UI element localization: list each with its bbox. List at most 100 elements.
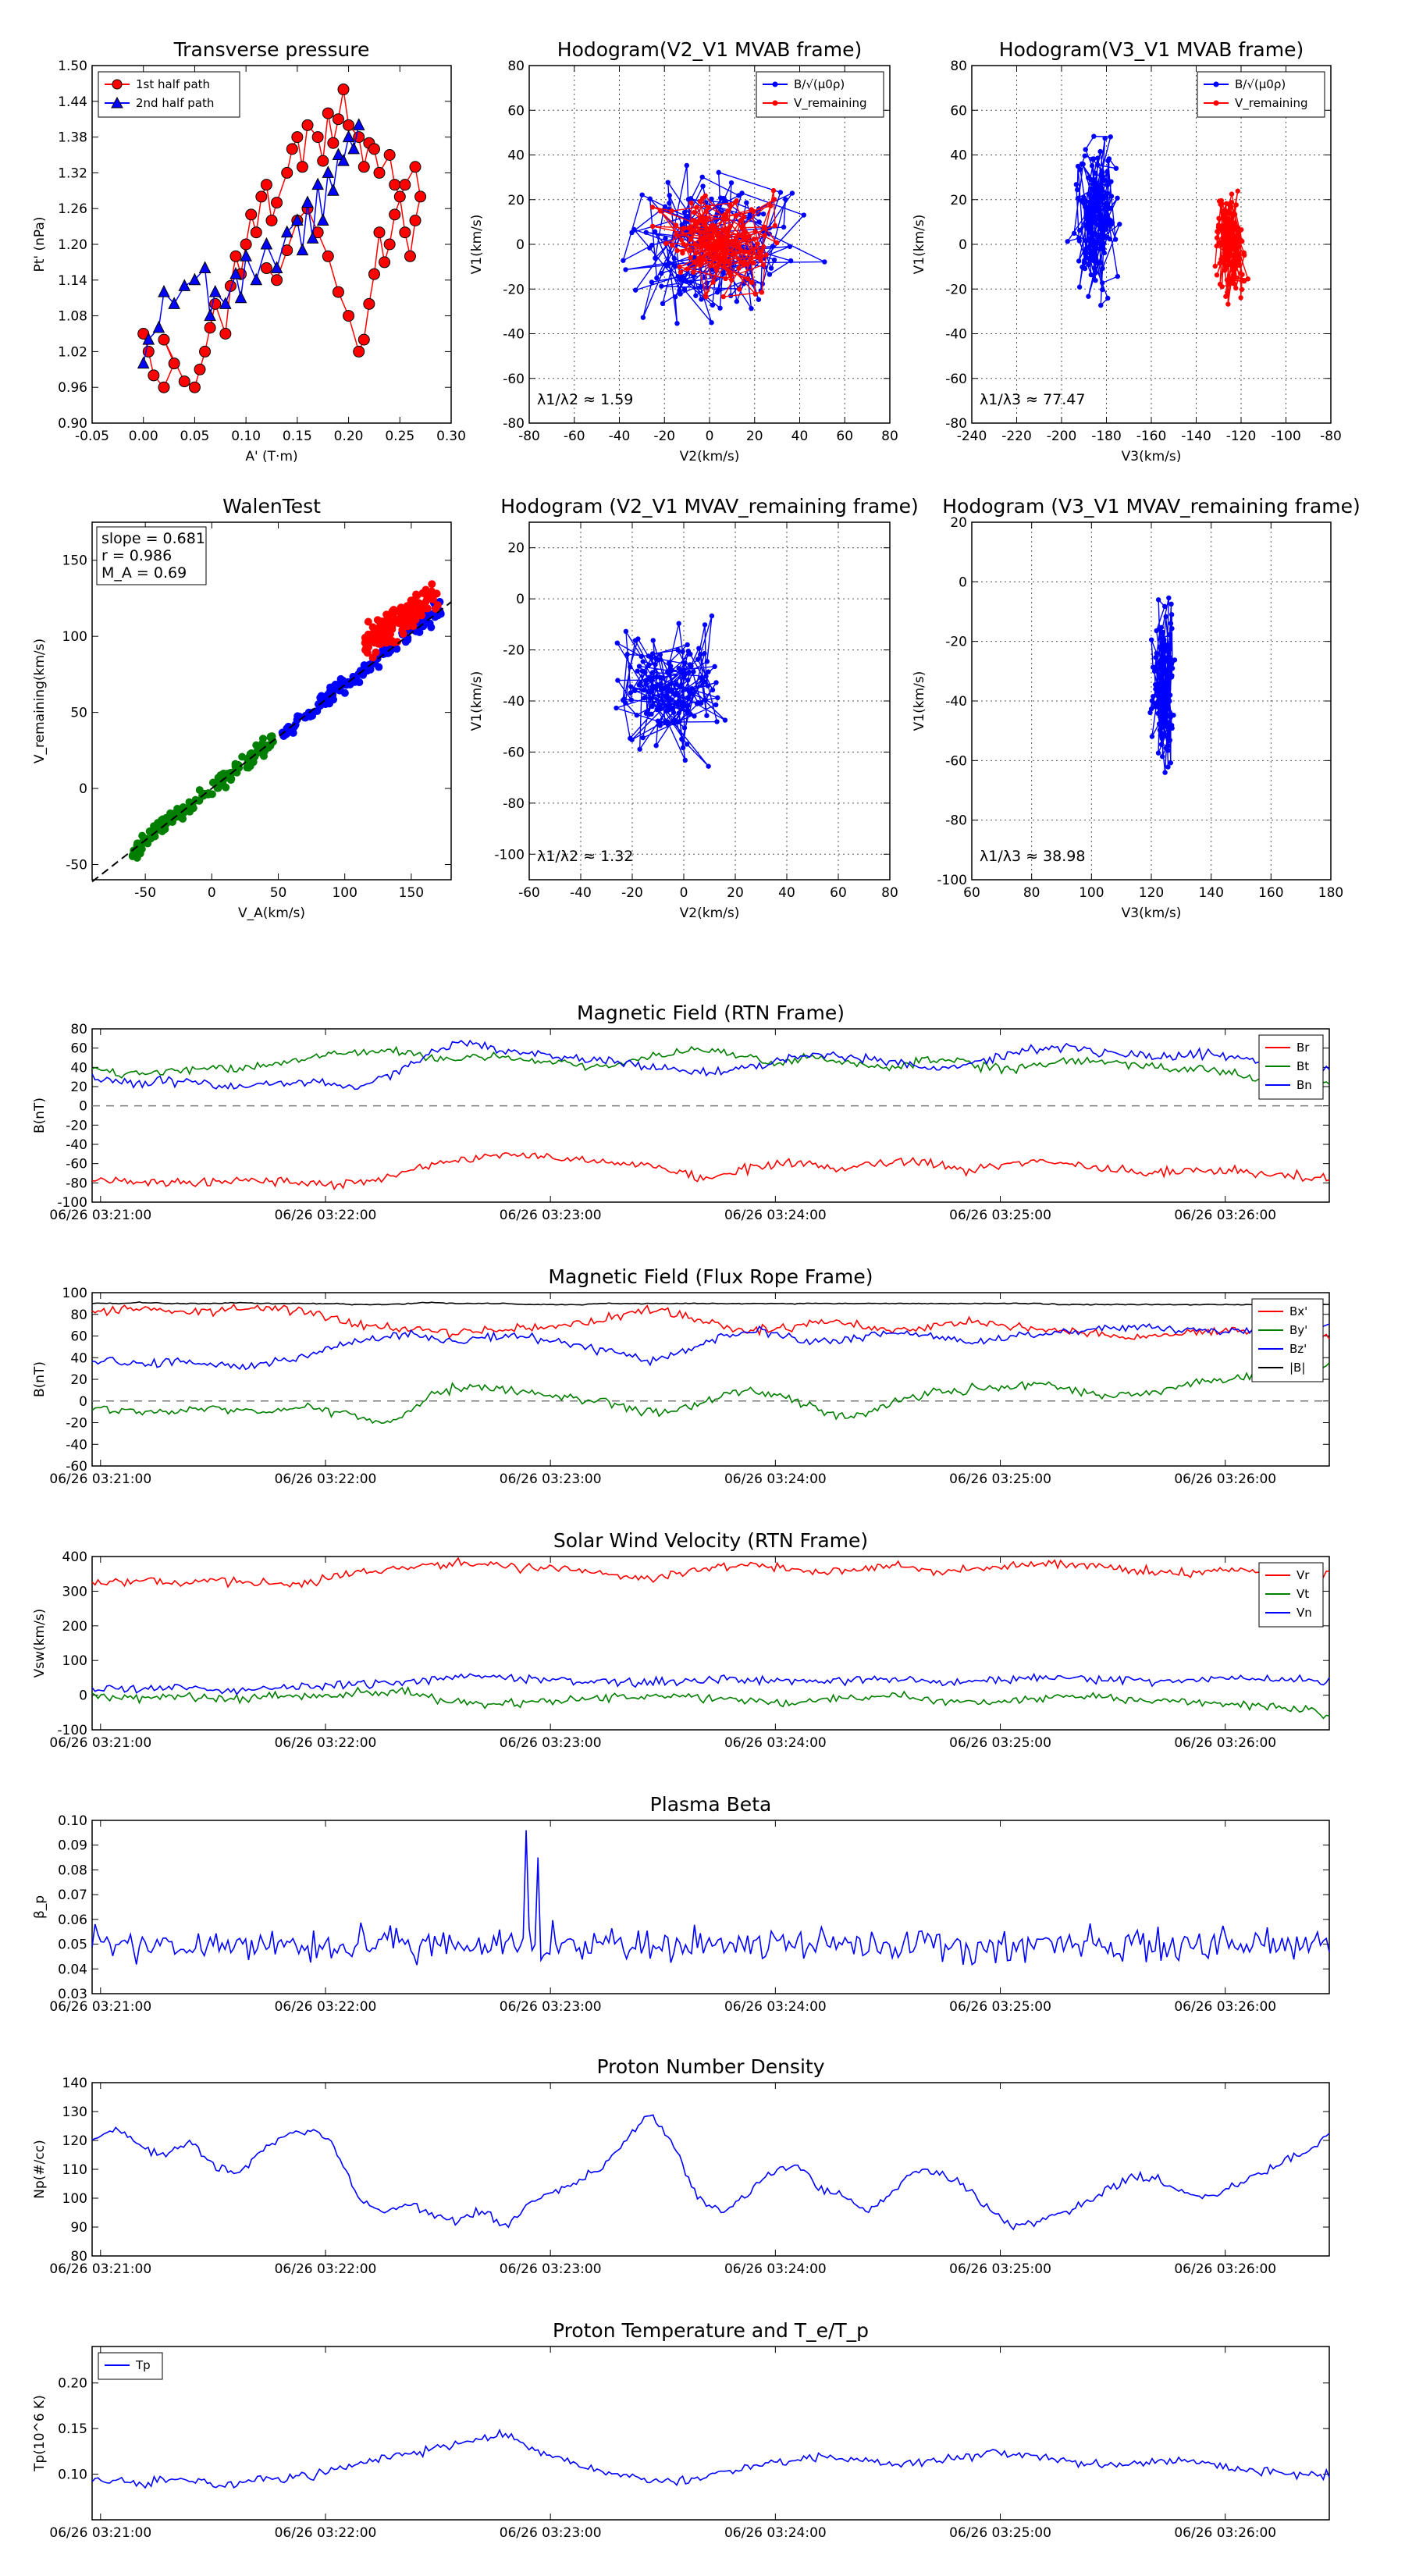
hodogram_v2_v1_mvab-point	[763, 252, 769, 258]
hodogram_v2_v1_mvab-legend-label: V_remaining	[794, 96, 867, 111]
hodogram_v3_v1_mvab-point	[1095, 232, 1101, 238]
walen_test-ylabel: V_remaining(km/s)	[32, 639, 48, 763]
transverse_pressure-xtick-label: 0.05	[180, 429, 209, 444]
hodogram_v2_v1_mvab-point	[723, 258, 728, 264]
mag_rtn-ytick-label: -80	[66, 1176, 87, 1191]
hodogram_v2_v1_mvab-annotation: λ1/λ2 ≈ 1.59	[537, 391, 633, 408]
transverse_pressure-ytick-label: 1.08	[58, 309, 87, 325]
mag_rtn-xtick-label: 06/26 03:22:00	[275, 1208, 377, 1223]
hodogram_v3_v1_mvab-point	[1230, 232, 1236, 238]
hodogram_v3_v1_mvab-point	[1232, 220, 1238, 226]
transverse_pressure-point	[311, 131, 324, 144]
hodogram_v3_v1_mvav-point	[1155, 704, 1161, 710]
hodogram_v2_v1_mvab-point	[722, 216, 727, 222]
transverse_pressure-point	[260, 262, 272, 275]
hodogram_v2_v1_mvav-point	[653, 742, 659, 749]
hodogram_v3_v1_mvav-point	[1155, 597, 1161, 603]
walen_test-stat: slope = 0.681	[101, 530, 205, 547]
hodogram_v3_v1_mvav-point	[1168, 621, 1174, 626]
hodogram_v2_v1_mvab-point	[739, 190, 745, 196]
hodogram_v3_v1_mvav-ytick-label: -80	[945, 813, 967, 829]
hodogram_v3_v1_mvab-point	[1083, 147, 1088, 152]
hodogram_v3_v1_mvab-point	[1090, 181, 1096, 187]
proton_density-ylabel: Np(#/cc)	[32, 2140, 48, 2198]
mag_rtn-plot-area	[92, 1029, 1329, 1202]
hodogram_v3_v1_mvav-point	[1148, 706, 1154, 712]
proton_density-ytick-label: 110	[62, 2162, 87, 2178]
hodogram_v2_v1_mvab-point	[759, 248, 765, 254]
hodogram_v3_v1_mvab-point	[1225, 210, 1232, 215]
hodogram_v2_v1_mvab-point	[643, 229, 649, 235]
hodogram_v3_v1_mvav-ytick-label: -60	[945, 753, 967, 769]
hodogram_v3_v1_mvav-xtick-label: 140	[1198, 885, 1223, 901]
hodogram_v2_v1_mvab-point	[702, 240, 708, 246]
hodogram_v2_v1_mvab-point	[693, 250, 699, 256]
transverse_pressure-point	[322, 165, 335, 178]
solar_wind-axes: -100 0 100 200 300 400 06/26 03:21:00 06/26 03:…	[32, 1529, 1330, 1751]
hodogram_v2_v1_mvab-point	[699, 297, 704, 302]
hodogram_v3_v1_mvab-point	[1091, 208, 1097, 214]
hodogram_v2_v1_mvav-point	[681, 703, 686, 709]
hodogram_v3_v1_mvav-point	[1162, 658, 1168, 664]
hodogram_v3_v1_mvab-point	[1086, 294, 1091, 299]
hodogram_v2_v1_mvav-point	[676, 710, 681, 716]
transverse_pressure-point	[158, 284, 170, 297]
hodogram_v2_v1_mvav-point	[676, 697, 682, 703]
mag_fluxrope-xtick-label: 06/26 03:21:00	[49, 1471, 151, 1487]
hodogram_v2_v1_mvav-point	[706, 763, 711, 769]
hodogram_v3_v1_mvab-xtick-label: -240	[957, 429, 987, 444]
hodogram_v3_v1_mvav-point	[1157, 685, 1162, 690]
hodogram_v2_v1_mvab-point	[662, 204, 668, 209]
hodogram_v3_v1_mvav-point	[1167, 632, 1172, 638]
hodogram_v2_v1_mvab-point	[688, 279, 694, 285]
hodogram_v3_v1_mvav-point	[1161, 668, 1167, 674]
transverse_pressure-ytick-label: 1.50	[58, 59, 87, 74]
hodogram_v2_v1_mvav-point	[649, 685, 655, 690]
transverse_pressure-ytick-label: 1.26	[58, 201, 87, 217]
proton_temperature-ytick-label: 0.10	[58, 2467, 87, 2483]
mag_rtn-ytick-label: -100	[57, 1195, 87, 1211]
hodogram_v2_v1_mvab-point	[696, 255, 702, 262]
plasma_beta-frame	[91, 1820, 1330, 1994]
hodogram_v3_v1_mvav-point	[1160, 712, 1165, 717]
hodogram_v3_v1_mvab-ylabel: V1(km/s)	[912, 215, 927, 275]
hodogram_v3_v1_mvav-point	[1167, 692, 1173, 698]
mag_fluxrope-ylabel: B(nT)	[32, 1361, 48, 1397]
transverse_pressure-point	[368, 143, 380, 155]
hodogram_v2_v1_mvab-point	[678, 291, 683, 297]
hodogram_v2_v1_mvav-point	[669, 687, 674, 693]
walen_test-point	[361, 639, 369, 647]
hodogram_v2_v1_mvab-point	[639, 192, 645, 197]
transverse_pressure-point	[347, 141, 360, 155]
hodogram_v2_v1_mvab-ytick-label: -80	[503, 416, 525, 432]
hodogram_v3_v1_mvab-legend-box	[1197, 71, 1325, 118]
walen_test-stat: r = 0.986	[101, 547, 172, 564]
hodogram_v2_v1_mvab-point	[703, 208, 710, 214]
hodogram_v2_v1_mvav-point	[667, 681, 674, 687]
hodogram_v3_v1_mvab-xtick-label: -180	[1091, 429, 1122, 444]
hodogram_v3_v1_mvab-point	[1101, 229, 1106, 235]
transverse_pressure-ytick-label: 1.14	[58, 273, 87, 289]
proton_density-xtick-label: 06/26 03:25:00	[949, 2261, 1051, 2277]
hodogram_v3_v1_mvab-point	[1095, 162, 1101, 168]
hodogram_v3_v1_mvab-point	[1083, 204, 1088, 210]
hodogram_v2_v1_mvab-ytick-label: 60	[507, 103, 525, 119]
plasma_beta-axes: 0.03 0.04 0.05 0.06 0.07 0.08 0.09 0.10 06/26 03…	[32, 1793, 1330, 2015]
hodogram_v2_v1_mvav-point	[628, 684, 634, 689]
hodogram_v2_v1_mvab-point	[721, 264, 727, 269]
hodogram_v2_v1_mvab-point	[691, 273, 696, 279]
hodogram_v2_v1_mvab-point	[722, 254, 728, 260]
hodogram_v2_v1_mvab-point	[674, 232, 679, 237]
hodogram_v2_v1_mvab-point	[751, 260, 756, 265]
hodogram_v3_v1_mvab-point	[1090, 212, 1097, 219]
walen_test-point	[253, 747, 261, 756]
transverse_pressure-xtick-label: 0.30	[436, 429, 466, 444]
hodogram_v2_v1_mvab-point	[725, 233, 731, 239]
hodogram_v3_v1_mvav-point	[1167, 738, 1173, 743]
hodogram_v2_v1_mvav-point	[680, 649, 685, 655]
hodogram_v3_v1_mvab-point	[1088, 219, 1094, 225]
hodogram_v3_v1_mvab-point	[1241, 278, 1247, 284]
transverse_pressure-point	[219, 328, 232, 340]
hodogram_v2_v1_mvab-point	[742, 249, 748, 254]
hodogram_v2_v1_mvab-point	[710, 302, 716, 308]
